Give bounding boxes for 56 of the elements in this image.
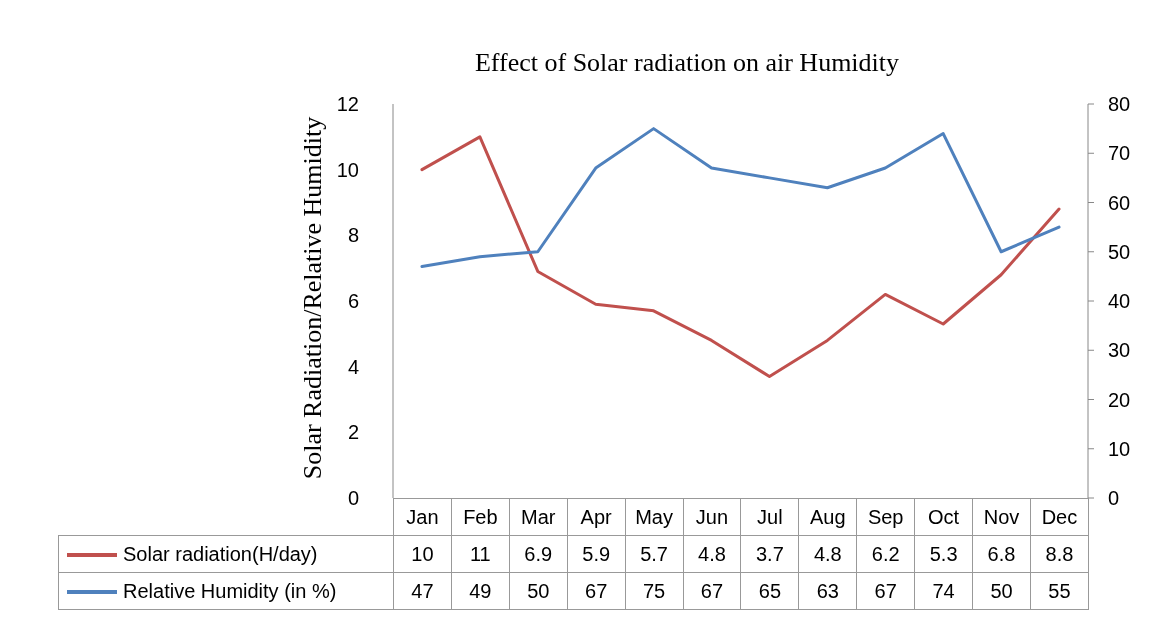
data-label: 4.8 xyxy=(683,535,741,573)
y2-tick-label: 50 xyxy=(1108,240,1131,263)
data-label: 67 xyxy=(567,572,626,610)
data-label: 5.3 xyxy=(914,535,973,573)
data-label: 67 xyxy=(856,572,915,610)
data-label: 67 xyxy=(683,572,741,610)
y2-tick-label: 60 xyxy=(1108,191,1131,214)
data-label: 47 xyxy=(393,572,452,610)
x-tick-label: Jun xyxy=(683,498,741,536)
y-tick-label: 4 xyxy=(347,355,359,378)
y-axis-title: Solar Radiation/Relative Humidity xyxy=(298,116,328,480)
y-tick-label: 2 xyxy=(347,421,359,444)
data-label: 6.8 xyxy=(972,535,1031,573)
x-tick-label: Apr xyxy=(567,498,626,536)
legend-label: Relative Humidity (in %) xyxy=(123,579,337,602)
data-label: 63 xyxy=(798,572,857,610)
y-tick-label: 10 xyxy=(336,158,359,181)
x-tick-label: Mar xyxy=(509,498,568,536)
y-tick-label: 0 xyxy=(347,487,359,510)
data-label: 11 xyxy=(451,535,510,573)
data-label: 55 xyxy=(1030,572,1089,610)
data-label: 50 xyxy=(509,572,568,610)
y2-tick-label: 10 xyxy=(1108,437,1131,460)
x-tick-label: Nov xyxy=(972,498,1031,536)
x-tick-label: Jan xyxy=(393,498,452,536)
y-tick-label: 6 xyxy=(347,290,359,313)
data-label: 65 xyxy=(740,572,799,610)
y-tick-label: 12 xyxy=(336,93,359,116)
chart-title: Effect of Solar radiation on air Humidity xyxy=(473,48,901,78)
data-label: 4.8 xyxy=(798,535,857,573)
x-tick-label: Sep xyxy=(856,498,915,536)
data-label: 6.2 xyxy=(856,535,915,573)
data-label: 5.9 xyxy=(567,535,626,573)
legend-label: Solar radiation(H/day) xyxy=(123,542,318,565)
x-tick-label: Feb xyxy=(451,498,510,536)
y2-tick-label: 30 xyxy=(1108,339,1131,362)
data-label: 75 xyxy=(625,572,684,610)
x-tick-label: Dec xyxy=(1030,498,1089,536)
data-label: 50 xyxy=(972,572,1031,610)
y2-tick-label: 0 xyxy=(1108,487,1120,510)
x-tick-label: Oct xyxy=(914,498,973,536)
data-label: 49 xyxy=(451,572,510,610)
data-label: 6.9 xyxy=(509,535,568,573)
data-label: 8.8 xyxy=(1030,535,1089,573)
x-tick-label: Jul xyxy=(740,498,799,536)
x-tick-label: May xyxy=(625,498,684,536)
y2-tick-label: 40 xyxy=(1108,290,1131,313)
data-label: 5.7 xyxy=(625,535,684,573)
data-label: 74 xyxy=(914,572,973,610)
y2-tick-label: 80 xyxy=(1108,93,1131,116)
y-tick-label: 8 xyxy=(347,224,359,247)
y2-tick-label: 20 xyxy=(1108,388,1131,411)
x-tick-label: Aug xyxy=(798,498,857,536)
data-label: 10 xyxy=(393,535,452,573)
y2-tick-label: 70 xyxy=(1108,142,1131,165)
data-label: 3.7 xyxy=(740,535,799,573)
